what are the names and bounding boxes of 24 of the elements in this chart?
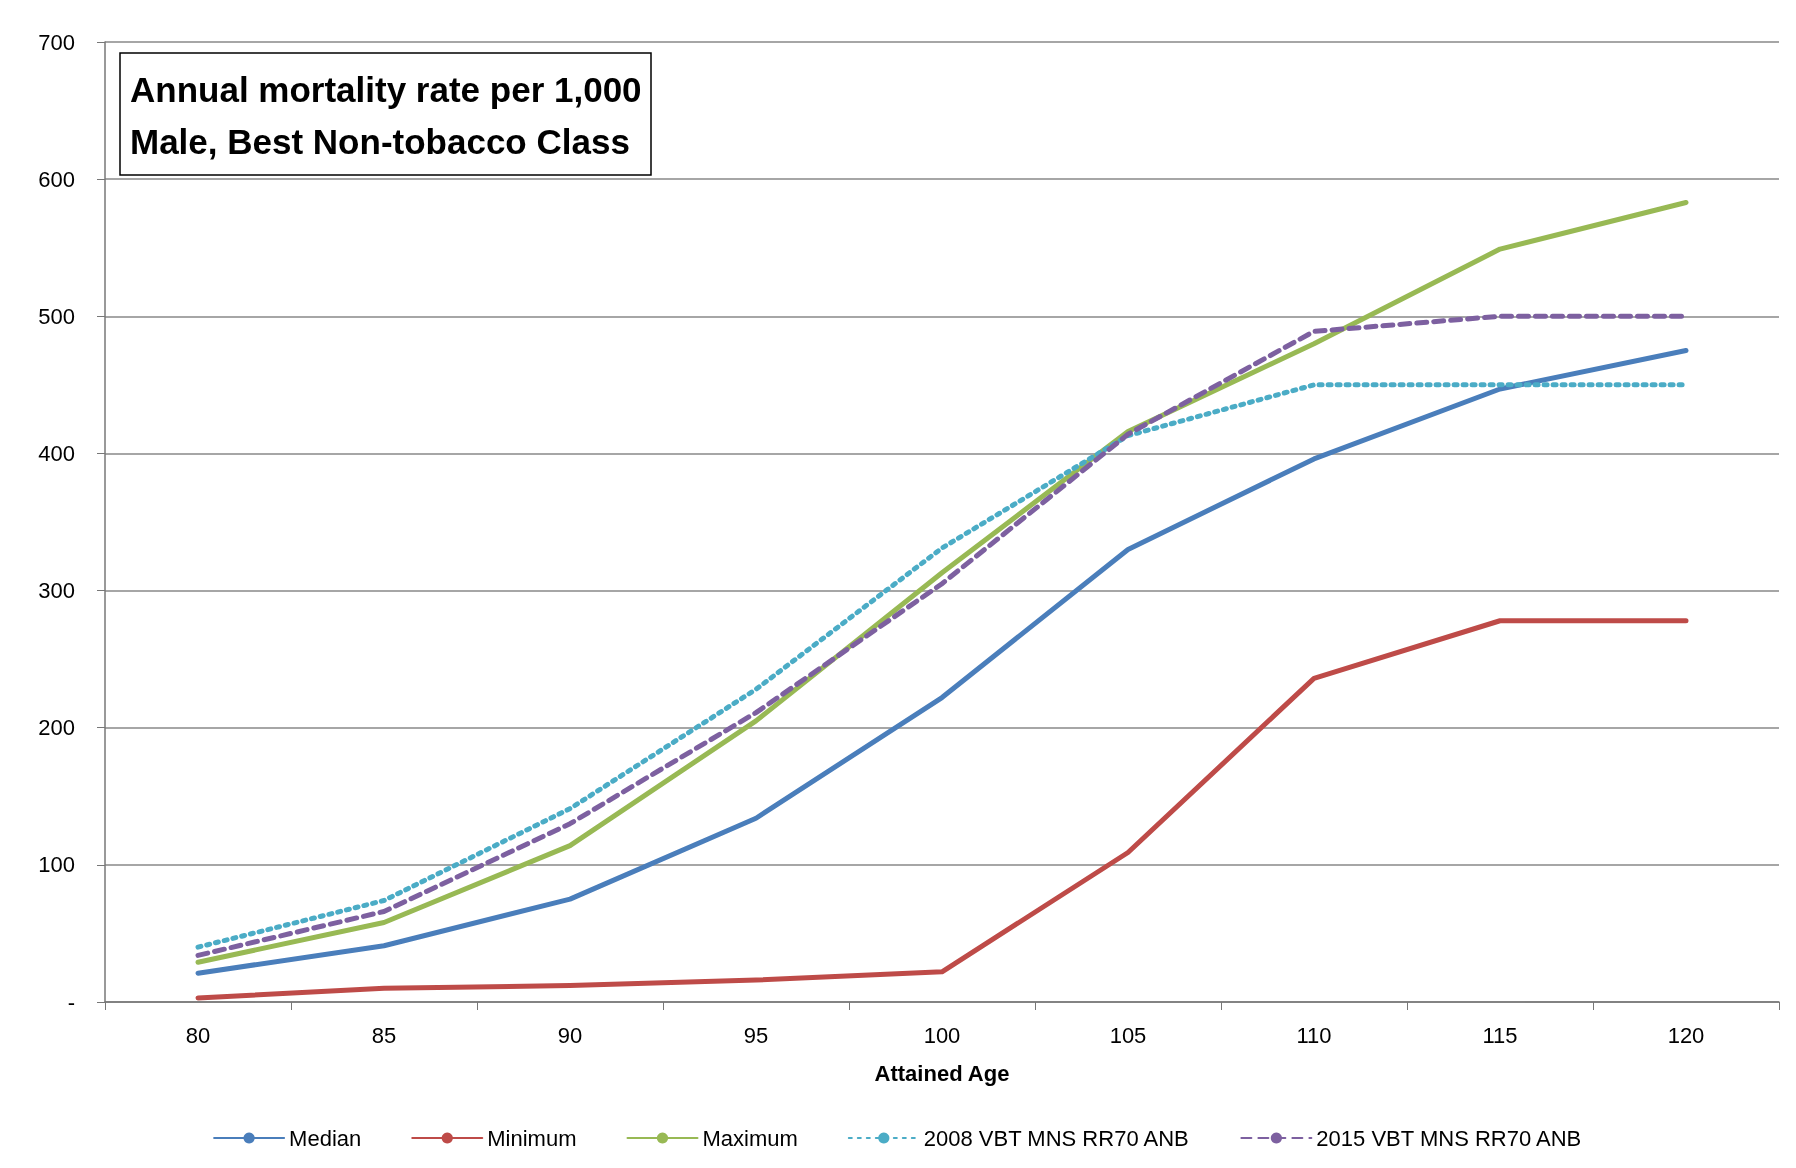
x-tick-label: 105: [1109, 1022, 1147, 1048]
legend-label: Median: [289, 1125, 362, 1151]
text: Annual mortality rate per 1,000 Male, Best Non-tobacco Class: [130, 69, 642, 161]
x-tick-label: 115: [1482, 1022, 1518, 1048]
y-tick-label: 300: [38, 578, 75, 604]
y-tick-label: 600: [38, 166, 75, 192]
y-tick-label: 100: [38, 852, 75, 878]
legend-label: 2008 VBT MNS RR70 ANB: [923, 1125, 1189, 1151]
legend-label: Maximum: [702, 1125, 798, 1151]
x-tick-label: 80: [185, 1022, 211, 1048]
legend-label: Minimum: [487, 1125, 577, 1151]
x-tick-label: 95: [743, 1022, 769, 1048]
x-tick-label: 100: [923, 1022, 961, 1048]
x-tick-label: 85: [371, 1022, 397, 1048]
y-tick-label: 500: [38, 303, 75, 329]
y-tick-label: 400: [38, 440, 75, 466]
x-axis-title: Attained Age: [874, 1060, 1010, 1086]
x-tick-label: 90: [557, 1022, 583, 1048]
x-tick-label: 110: [1296, 1022, 1332, 1048]
x-tick-label: 120: [1667, 1022, 1705, 1048]
y-tick-label: 200: [38, 715, 75, 741]
y-tick-label: 700: [38, 29, 75, 55]
y-tick-label: -: [67, 989, 75, 1015]
legend-label: 2015 VBT MNS RR70 ANB: [1316, 1125, 1582, 1151]
